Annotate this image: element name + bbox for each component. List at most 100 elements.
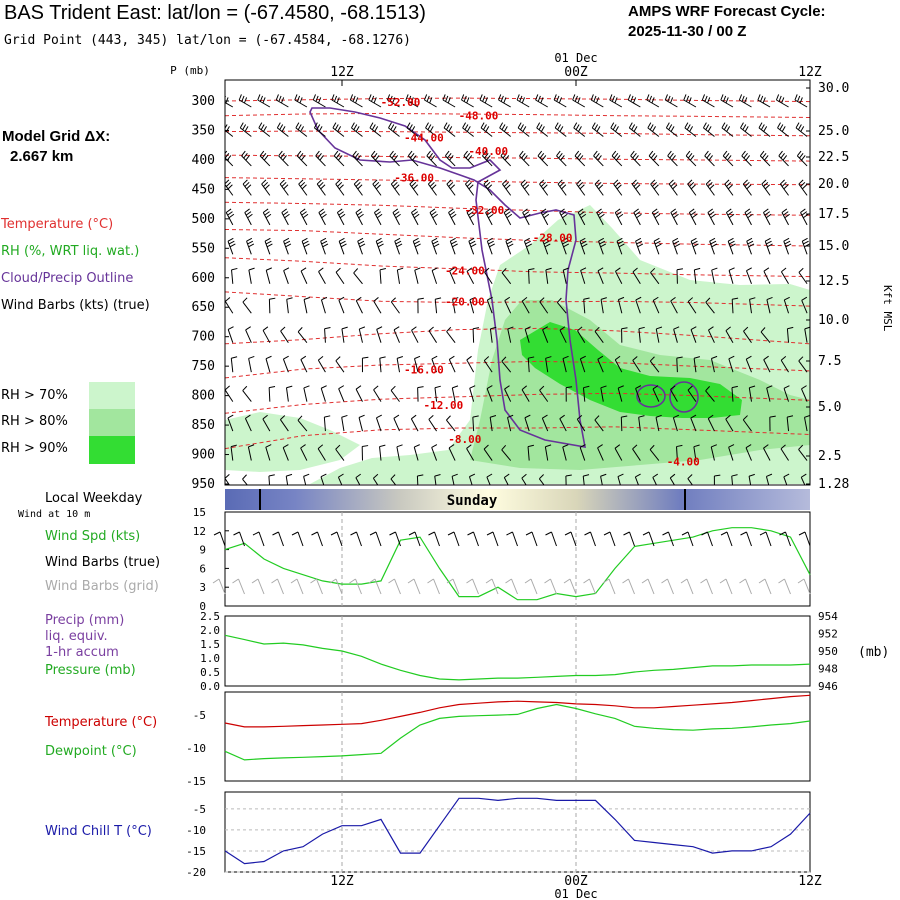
surface-wind-barb-grid xyxy=(394,578,401,595)
wind-barb xyxy=(227,414,234,432)
wind-barb xyxy=(434,385,441,402)
wind-barb xyxy=(702,122,715,137)
wind-speed-legend: Wind Spd (kts) xyxy=(45,529,141,544)
wind-barb xyxy=(244,414,252,432)
wind-barb xyxy=(443,122,456,137)
surface-wind-barb-grid xyxy=(530,578,538,595)
wind-barb xyxy=(577,208,587,226)
wind-barb xyxy=(614,355,623,373)
wind-barb xyxy=(545,267,552,284)
wind-barb xyxy=(687,297,697,314)
surface-wind-barb-true xyxy=(798,531,806,536)
wind-barb xyxy=(576,414,586,432)
wind-barb xyxy=(617,473,624,485)
wind-barb xyxy=(728,444,735,461)
surface-wind-barb-true xyxy=(701,531,708,536)
wind-barb xyxy=(485,208,494,226)
pressure-axis-title: P (mb) xyxy=(170,64,210,77)
surface-wind-barb-true xyxy=(350,531,357,536)
wind-barb xyxy=(259,150,271,167)
wind-barb xyxy=(242,385,252,402)
surface-wind-barb-true xyxy=(252,531,260,536)
wind-barb xyxy=(633,208,642,226)
wind-barb xyxy=(687,385,697,402)
surface-wind-barb-true xyxy=(720,531,728,536)
surface-wind-barb-grid xyxy=(719,578,727,584)
surface-wind-barb-true xyxy=(623,531,630,536)
wind-barb xyxy=(638,326,645,343)
wind-barb xyxy=(448,208,457,226)
wind-barb xyxy=(520,179,530,196)
wind-barb xyxy=(559,208,568,226)
wind-barb xyxy=(442,94,456,108)
wind-barb xyxy=(358,326,366,343)
wind-barb xyxy=(301,237,310,255)
wind-barb xyxy=(313,122,326,137)
wind-barb xyxy=(693,267,701,284)
wind-barb xyxy=(537,150,549,167)
wind-barb xyxy=(763,444,771,461)
surface-wind-barb-true xyxy=(551,531,557,547)
wind-barb xyxy=(597,355,604,373)
surface-wind-barb-grid xyxy=(680,578,688,584)
wind-barb xyxy=(333,150,345,167)
wind-barb xyxy=(794,94,808,108)
wind-barb xyxy=(464,179,475,196)
wind-barb xyxy=(238,94,252,108)
wind-barb xyxy=(670,208,679,226)
wind-barb xyxy=(503,473,510,485)
kft-axis-title: Kft MSL xyxy=(881,285,894,332)
wind-barb xyxy=(370,150,382,167)
legend-rh70-label: RH > 70% xyxy=(1,388,68,403)
surface-wind-barb-grid xyxy=(706,578,713,595)
windchill-ytick-label: -15 xyxy=(186,845,206,858)
wind-barb xyxy=(763,267,771,284)
wind-barb xyxy=(285,385,293,402)
wind-barb xyxy=(693,356,701,373)
dewpoint-legend: Dewpoint (°C) xyxy=(45,744,137,759)
isotherm-label: -24.00 xyxy=(445,265,485,278)
wind-barb xyxy=(417,297,424,314)
surface-wind-barb-true xyxy=(531,531,538,547)
wind-barb xyxy=(572,94,586,108)
wind-barb xyxy=(617,385,624,402)
wind-barb xyxy=(676,356,683,373)
precip-ytick-label: 1.0 xyxy=(200,652,220,665)
wind-barb xyxy=(320,237,329,255)
wind-barb xyxy=(764,237,773,255)
surface-wind-barb-grid xyxy=(277,578,284,595)
wind-barb xyxy=(396,444,403,461)
surface-wind-barb-true xyxy=(389,531,396,536)
precip-panel-frame xyxy=(224,615,811,687)
surface-wind-barb-true xyxy=(765,531,772,547)
wind-barb xyxy=(759,150,771,167)
wind-barb xyxy=(283,267,290,284)
wind-barb xyxy=(262,208,272,226)
wind-barb xyxy=(685,150,697,167)
wind-barb xyxy=(519,150,530,167)
wind-barb xyxy=(225,385,234,402)
wind-barb xyxy=(635,237,644,255)
wind-barb xyxy=(227,326,234,343)
wind-barb xyxy=(355,208,364,226)
wind-barb xyxy=(672,414,680,432)
wind-barb xyxy=(248,267,255,284)
wind-barb xyxy=(396,356,403,373)
wind-barb xyxy=(704,150,715,167)
wind-barb xyxy=(411,208,420,226)
surface-wind-barb-true xyxy=(648,531,655,547)
wind-barb xyxy=(349,94,363,108)
wind-barb xyxy=(690,326,697,343)
wind-barb xyxy=(676,444,683,461)
surface-wind-barb-grid xyxy=(316,578,323,595)
pressure-tick-label: 300 xyxy=(192,94,215,109)
wind-barb xyxy=(393,414,400,432)
wind-barb xyxy=(638,415,645,432)
wind-barb xyxy=(614,208,624,226)
wind-barb xyxy=(389,150,400,167)
legend-rh90-label: RH > 90% xyxy=(1,441,68,456)
surface-wind-barb-true xyxy=(317,531,323,547)
wind-barb xyxy=(709,237,718,255)
wind-barb xyxy=(650,179,660,196)
pressure-tick-label: 900 xyxy=(192,448,215,463)
